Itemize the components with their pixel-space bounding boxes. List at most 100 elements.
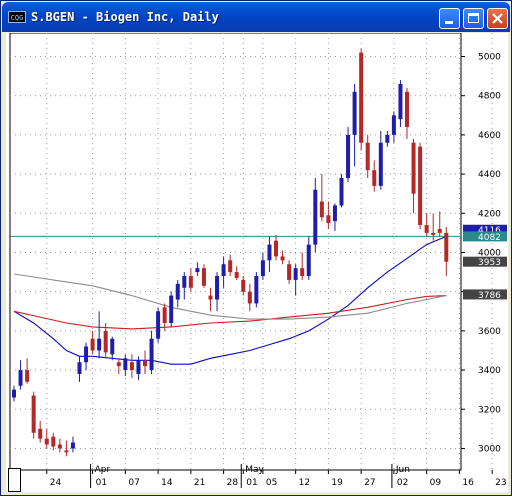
candle-body [339,178,344,206]
y-tick-label: 4600 [478,131,501,141]
title-bar[interactable]: CQG S.BGEN - Biogen Inc, Daily [2,2,510,32]
candle-body [431,232,436,235]
candle-body [116,362,121,367]
candlestick [274,234,278,261]
price-marker-box [463,289,507,300]
candlestick [149,330,154,374]
month-label: Jun [395,465,410,475]
candle-body [169,295,174,324]
candle-body [300,268,305,276]
candlestick [418,142,423,229]
x-day-label: 27 [364,478,375,488]
y-tick-label: 4800 [478,92,501,102]
candlestick [280,250,285,265]
candlestick [129,354,134,378]
candle-body [319,201,324,218]
month-label: May [245,465,264,475]
candlestick [188,268,193,292]
candle-body [90,338,95,351]
x-day-label: 02 [397,478,408,488]
y-tick-label: 4000 [478,248,501,258]
price-marker-label: 4082 [478,233,501,243]
y-tick-label: 3000 [478,444,501,454]
candlestick [215,272,220,312]
candlestick [326,201,331,229]
candlestick [319,174,324,222]
candlestick [405,87,409,139]
minimize-icon [445,21,453,24]
price-marker-box [463,256,507,267]
candlestick [169,291,174,327]
chart-scroll-box[interactable] [8,468,21,492]
candlestick [287,260,292,284]
candlestick [103,323,108,359]
candle-body [182,275,187,288]
plot-frame [9,32,462,471]
price-marker-label: 4116 [478,226,501,236]
candle-body [64,450,69,453]
close-button[interactable] [487,8,508,29]
candle-body [208,295,213,300]
candlestick [201,264,206,288]
candlestick [64,440,69,457]
candlestick [306,236,311,280]
price-chart[interactable]: 3000 3200 3400 3600 4000 4200 4400 4600 4800 5000… [6,32,508,492]
candle-body [424,225,429,233]
candle-body [149,338,154,371]
candle-body [372,170,377,186]
y-tick-label: 3400 [478,366,501,376]
candle-body [260,260,265,276]
candlestick [339,174,344,208]
candle-body [195,268,200,273]
candle-body [12,389,16,398]
month-label: Apr [95,465,111,475]
candle-body [326,215,331,224]
chart-area[interactable]: 3000 3200 3400 3600 4000 4200 4400 4600 4800 5000… [6,32,508,492]
candlestick [293,264,298,296]
x-day-label: 23 [495,478,506,488]
candle-body [254,275,259,304]
app-icon[interactable]: CQG [8,11,26,23]
candlestick [346,127,351,182]
candle-body [418,146,423,226]
candlestick [90,330,95,355]
price-marker-box [463,231,507,242]
maximize-button[interactable] [463,8,484,29]
candle-body [346,134,351,179]
candlestick [25,358,30,384]
candle-body [175,283,180,300]
candlestick [260,252,265,280]
candle-body [444,232,449,262]
candle-body [31,395,36,433]
x-day-label: 09 [430,478,442,488]
candle-body [57,444,62,449]
candlestick [424,213,429,237]
minimize-button[interactable] [439,8,460,29]
moving-average-line [13,295,447,330]
candle-body [162,307,167,324]
y-tick-label: 3600 [478,327,501,337]
candle-body [234,272,239,278]
candlestick [267,236,272,273]
candlestick [431,213,436,241]
moving-average-line [13,235,447,365]
candle-body [378,142,383,186]
candle-body [247,291,252,304]
candle-body [313,189,318,245]
candlestick [136,356,141,380]
candlestick [70,436,75,453]
candle-body [25,370,30,382]
candlestick [156,307,161,343]
candlestick [116,358,121,374]
candle-body [97,338,102,351]
candlestick [359,48,364,151]
candle-body [306,244,311,276]
candle-body [221,264,226,276]
close-icon [492,13,503,24]
candle-body [215,275,220,300]
candle-body [405,91,409,128]
candlestick [365,134,370,179]
candlestick [437,211,442,237]
candle-body [70,442,75,449]
